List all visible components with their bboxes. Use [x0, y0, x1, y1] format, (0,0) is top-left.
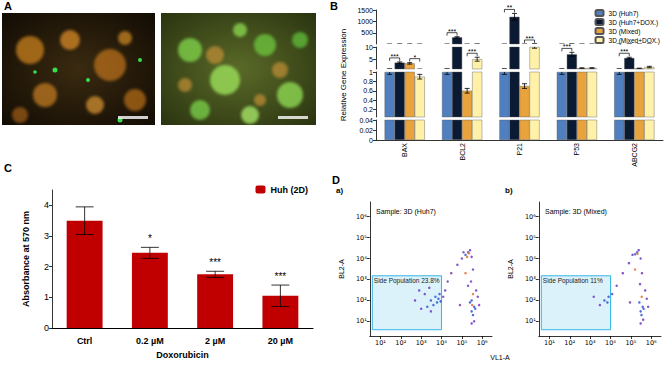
- svg-text:10³: 10³: [585, 339, 596, 347]
- svg-text:10⁴: 10⁴: [605, 339, 616, 347]
- html-text:A: A: [4, 0, 12, 12]
- svg-text:1000: 1000: [357, 18, 373, 25]
- svg-text:10⁵: 10⁵: [456, 339, 467, 347]
- svg-text:3D (Mixed+DOX.): 3D (Mixed+DOX.): [609, 37, 660, 45]
- svg-text:2: 2: [44, 262, 49, 272]
- svg-text:20 µM: 20 µM: [268, 336, 293, 346]
- svg-text:10⁵: 10⁵: [356, 234, 367, 242]
- svg-text:10³: 10³: [416, 339, 427, 347]
- svg-text:*: *: [413, 54, 416, 61]
- svg-text:10⁶: 10⁶: [356, 213, 367, 221]
- svg-text:0.4: 0.4: [363, 97, 373, 104]
- svg-text:Sample: 3D (Huh7): Sample: 3D (Huh7): [376, 208, 436, 216]
- svg-text:10⁴: 10⁴: [525, 255, 536, 263]
- svg-text:0.8: 0.8: [363, 78, 373, 85]
- svg-text:***: ***: [620, 48, 628, 55]
- svg-text:1: 1: [44, 292, 49, 302]
- svg-text:3D (Huh7+DOX.): 3D (Huh7+DOX.): [609, 19, 659, 27]
- svg-text:**: **: [507, 4, 513, 11]
- svg-text:10⁵: 10⁵: [525, 234, 536, 242]
- svg-text:***: ***: [391, 53, 399, 60]
- svg-text:10³: 10³: [356, 275, 367, 283]
- svg-text:0.6: 0.6: [363, 87, 373, 94]
- svg-text:0.2 µM: 0.2 µM: [136, 336, 164, 346]
- html-text:b): b): [505, 186, 513, 195]
- svg-text:Absorbance at 570 nm: Absorbance at 570 nm: [21, 211, 31, 307]
- html-text:a): a): [336, 186, 344, 195]
- svg-text:4: 4: [44, 200, 49, 210]
- svg-text:Relative Gene Expression: Relative Gene Expression: [339, 29, 348, 122]
- svg-text:Side Population 23.8%: Side Population 23.8%: [374, 277, 440, 285]
- svg-text:P53: P53: [573, 143, 580, 156]
- svg-text:10⁴: 10⁴: [436, 339, 447, 347]
- svg-text:10¹: 10¹: [525, 317, 536, 325]
- svg-text:3: 3: [44, 231, 49, 241]
- svg-text:10²: 10²: [564, 339, 575, 347]
- svg-text:10¹: 10¹: [375, 339, 386, 347]
- svg-text:BL2-A: BL2-A: [338, 259, 345, 279]
- svg-text:Doxorubicin: Doxorubicin: [156, 350, 209, 360]
- html-text:D: D: [332, 174, 340, 186]
- svg-text:10²: 10²: [525, 296, 536, 304]
- svg-text:BAX: BAX: [401, 143, 408, 157]
- svg-text:Sample: 3D (Mixed): Sample: 3D (Mixed): [545, 208, 607, 216]
- svg-text:500: 500: [361, 29, 373, 36]
- svg-text:10²: 10²: [356, 296, 367, 304]
- svg-text:10³: 10³: [525, 275, 536, 283]
- html-text:B: B: [330, 0, 338, 12]
- svg-text:10: 10: [365, 44, 373, 51]
- svg-text:0: 0: [44, 323, 49, 333]
- svg-text:1: 1: [369, 69, 373, 76]
- svg-text:10¹: 10¹: [544, 339, 555, 347]
- svg-text:BL2-A: BL2-A: [507, 259, 514, 279]
- svg-text:Huh (2D): Huh (2D): [271, 185, 309, 195]
- svg-text:10⁶: 10⁶: [477, 339, 488, 347]
- html-text:C: C: [4, 162, 12, 174]
- svg-text:3D (Huh7): 3D (Huh7): [609, 10, 639, 18]
- svg-text:0.2: 0.2: [363, 106, 373, 113]
- svg-text:ABCG2: ABCG2: [631, 143, 638, 167]
- html-text:VL1-A: VL1-A: [490, 354, 510, 361]
- svg-text:Side Population 11%: Side Population 11%: [543, 277, 603, 285]
- svg-text:3D (Mixed): 3D (Mixed): [609, 28, 641, 36]
- svg-text:0.04: 0.04: [359, 117, 373, 124]
- svg-text:10²: 10²: [395, 339, 406, 347]
- svg-text:10⁴: 10⁴: [356, 255, 367, 263]
- svg-text:10⁶: 10⁶: [646, 339, 657, 347]
- svg-text:2 µM: 2 µM: [205, 336, 225, 346]
- svg-text:BCL2: BCL2: [459, 143, 466, 161]
- svg-text:10¹: 10¹: [356, 317, 367, 325]
- svg-text:***: ***: [209, 257, 221, 268]
- svg-text:Ctrl: Ctrl: [77, 336, 93, 346]
- svg-text:***: ***: [468, 48, 476, 55]
- svg-text:***: ***: [525, 35, 533, 42]
- svg-text:0: 0: [369, 137, 373, 144]
- svg-text:***: ***: [563, 43, 571, 50]
- svg-text:***: ***: [275, 271, 287, 282]
- svg-text:*: *: [148, 233, 152, 244]
- svg-text:10⁵: 10⁵: [625, 339, 636, 347]
- svg-text:***: ***: [448, 28, 456, 35]
- svg-text:P21: P21: [516, 143, 523, 156]
- svg-text:1500: 1500: [357, 7, 373, 14]
- svg-text:0.02: 0.02: [359, 127, 373, 134]
- svg-text:10⁶: 10⁶: [525, 213, 536, 221]
- svg-text:5: 5: [369, 56, 373, 63]
